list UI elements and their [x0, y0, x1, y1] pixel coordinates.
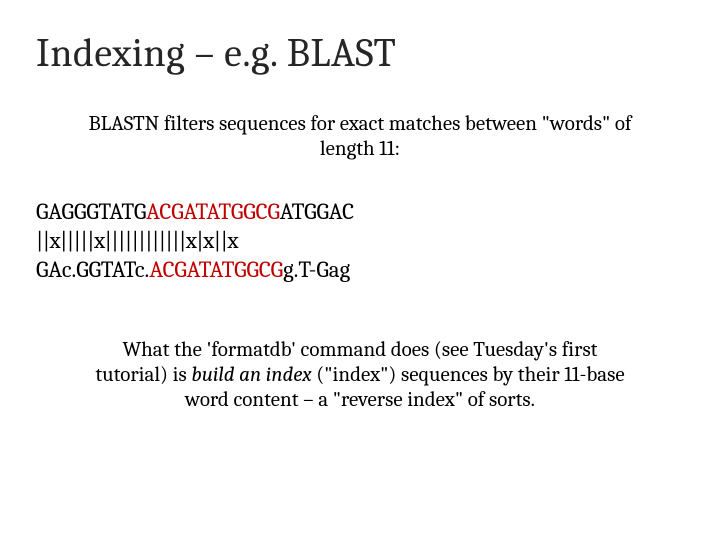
body-italic: build an index — [191, 363, 311, 387]
slide-title: Indexing – e.g. BLAST — [36, 30, 396, 76]
subtitle-line2: length 11: — [320, 137, 400, 161]
body-part3: ("index") sequences by their 11-base — [312, 363, 625, 387]
slide-subtitle: BLASTN filters sequences for exact match… — [60, 112, 660, 162]
seq3-black1: GAc.GGTATc. — [36, 256, 149, 283]
sequence-line-3: GAc.GGTATc.ACGATATGGCGg.T-Gag — [36, 256, 354, 285]
body-line4: word content – a "reverse index" of sort… — [185, 388, 535, 412]
sequence-line-1: GAGGGTATGACGATATGGCGATGGAC — [36, 198, 354, 227]
seq1-black1: GAGGGTATG — [36, 198, 146, 225]
body-part2: tutorial) is — [95, 363, 191, 387]
sequence-alignment-line: ||x|||||x||||||||||||x|x||x — [36, 227, 354, 256]
seq3-black2: g.T-Gag — [283, 256, 350, 283]
seq3-red: ACGATATGGCG — [149, 256, 283, 283]
sequence-block: GAGGGTATGACGATATGGCGATGGAC ||x|||||x||||… — [36, 198, 354, 284]
body-line1: What the 'formatdb' command does (see Tu… — [123, 338, 598, 362]
seq1-black2: ATGGAC — [280, 198, 354, 225]
body-paragraph: What the 'formatdb' command does (see Tu… — [80, 338, 640, 414]
seq1-red: ACGATATGGCG — [146, 198, 280, 225]
subtitle-line1: BLASTN filters sequences for exact match… — [88, 112, 631, 136]
slide: Indexing – e.g. BLAST BLASTN filters seq… — [0, 0, 720, 540]
